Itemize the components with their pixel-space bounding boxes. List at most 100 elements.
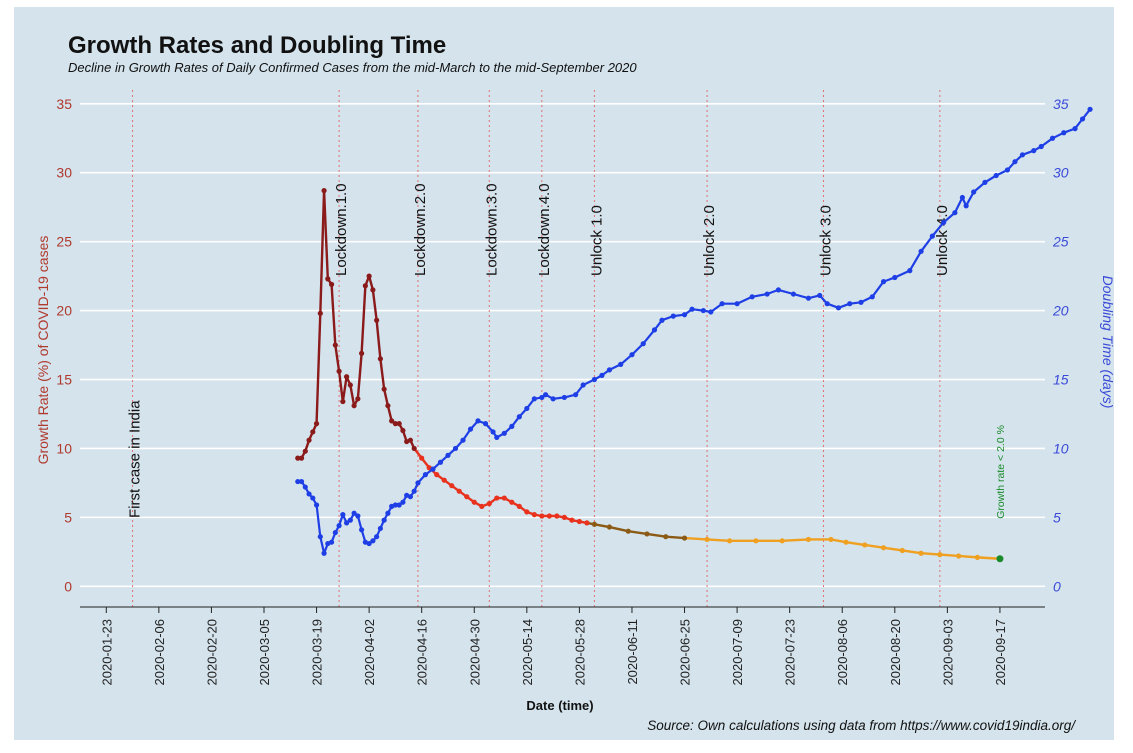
doubling-time-point	[392, 502, 399, 508]
growth-rate-point	[584, 520, 590, 526]
doubling-time-point	[824, 301, 830, 307]
growth-rate-segment	[957, 554, 979, 559]
left-tick-label: 0	[64, 578, 72, 594]
doubling-time-point	[415, 480, 421, 486]
growth-rate-point	[366, 273, 372, 279]
doubling-time-point	[422, 472, 429, 478]
doubling-time-point	[734, 301, 740, 307]
x-axis: 2020-01-23 2020-02-06 2020-02-20 2020-03-05…	[80, 606, 1045, 686]
doubling-time-point	[892, 274, 898, 281]
doubling-time-point	[347, 517, 353, 523]
growth-rate-segment	[322, 189, 330, 281]
doubling-time-point	[918, 248, 924, 254]
doubling-time-point	[340, 512, 346, 518]
growth-rate-point	[359, 350, 365, 356]
growth-rate-segment	[382, 387, 390, 407]
doubling-time-point	[963, 203, 969, 209]
doubling-time-point	[1019, 152, 1026, 158]
doubling-time-point	[1031, 148, 1037, 154]
growth-rate-point	[554, 513, 560, 519]
growth-rate-point	[828, 536, 834, 543]
left-tick-label: 25	[56, 234, 72, 250]
doubling-time-point	[1079, 116, 1086, 122]
doubling-time-point	[805, 295, 812, 301]
growth-rate-point	[396, 421, 402, 427]
doubling-time-point	[381, 517, 387, 523]
doubling-time-point	[599, 372, 605, 378]
doubling-time-point	[407, 494, 414, 500]
chart-subtitle: Decline in Growth Rates of Daily Confirm…	[68, 60, 637, 75]
doubling-time-point	[817, 292, 823, 299]
growth-rate-segment	[844, 541, 866, 547]
growth-rate-point	[298, 455, 305, 461]
doubling-time-point	[531, 396, 537, 402]
x-tick-label: 2020-01-23	[99, 619, 114, 686]
doubling-time-point	[359, 527, 365, 533]
growth-rate-point	[464, 494, 470, 500]
growth-rate-point	[377, 356, 383, 362]
growth-rate-point	[779, 538, 785, 544]
growth-rate-point	[441, 477, 447, 483]
x-tick-label: 2020-08-20	[888, 619, 903, 686]
growth-rate-point	[343, 374, 350, 380]
right-tick-label: 25	[1052, 234, 1069, 250]
left-tick-label: 10	[56, 440, 72, 456]
doubling-time-point	[445, 452, 451, 458]
growth-rate-point	[479, 503, 485, 509]
doubling-time-point	[516, 414, 522, 420]
chart-background	[14, 7, 1114, 740]
growth-rate-point	[539, 513, 545, 519]
doubling-time-point	[618, 361, 624, 367]
x-axis-label: Date (time)	[526, 698, 593, 713]
doubling-time-point	[775, 287, 782, 293]
growth-rate-segment	[330, 283, 337, 347]
doubling-time-point	[971, 189, 977, 195]
x-tick-label: 2020-04-30	[467, 619, 482, 686]
growth-rate-point	[362, 283, 368, 289]
doubling-time-point	[310, 495, 316, 501]
growth-rate-segment	[349, 383, 356, 407]
event-lines: First case in India Lockdown.1.0 Lockdown.…	[127, 90, 951, 607]
doubling-time-point	[580, 382, 586, 388]
growth-rate-segment	[645, 532, 667, 538]
x-tick-label: 2020-04-16	[415, 619, 430, 686]
threshold-marker	[996, 555, 1004, 563]
doubling-time-point	[306, 491, 312, 497]
x-tick-label: 2020-05-14	[520, 619, 535, 686]
growth-rate-point	[726, 538, 733, 544]
growth-rate-point	[407, 437, 414, 443]
x-tick-label: 2020-07-09	[730, 619, 745, 686]
growth-rate-segment	[360, 284, 367, 355]
doubling-time-point	[374, 534, 380, 540]
doubling-time-point	[880, 279, 887, 285]
doubling-time-point	[490, 429, 496, 435]
growth-rate-point	[561, 514, 567, 520]
doubling-time-point	[475, 418, 481, 424]
source-note: Source: Own calculations using data from…	[647, 718, 1075, 733]
growth-rate-segment	[315, 312, 322, 425]
doubling-time-point	[907, 268, 913, 274]
doubling-time-point	[313, 502, 320, 508]
right-tick-label: 10	[1053, 440, 1069, 456]
doubling-time-point	[835, 305, 842, 311]
doubling-time-line	[297, 108, 1091, 555]
growth-rate-point	[516, 503, 522, 509]
left-tick-label: 30	[56, 165, 72, 181]
growth-rate-point	[956, 553, 962, 559]
doubling-time-point	[332, 529, 338, 536]
growth-rate-point	[332, 342, 338, 348]
growth-rate-point	[317, 310, 323, 316]
doubling-time-point	[719, 301, 725, 307]
doubling-time-point	[302, 484, 308, 490]
growth-rate-segment	[337, 370, 345, 403]
doubling-time-point	[295, 478, 301, 485]
doubling-time-point	[993, 172, 999, 179]
x-tick-label: 2020-02-06	[152, 619, 167, 686]
doubling-time-point	[328, 539, 335, 545]
growth-rate-point	[400, 427, 406, 434]
x-tick-label: 2020-03-19	[310, 619, 325, 686]
growth-rate-point	[937, 552, 943, 558]
growth-rate-point	[546, 513, 552, 519]
doubling-time-point	[1061, 130, 1067, 136]
event-label: Unlock 3.0	[817, 205, 834, 276]
